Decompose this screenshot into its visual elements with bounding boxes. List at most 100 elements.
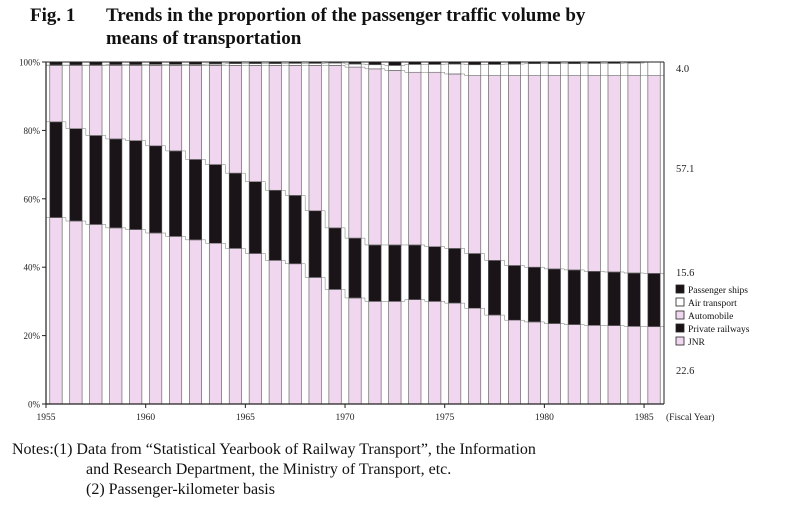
bar-private-railways: [49, 121, 63, 218]
bar-air-transport: [527, 63, 541, 76]
bar-private-railways: [288, 195, 302, 265]
bar-air-transport: [507, 63, 521, 76]
figure-label: Fig. 1: [30, 5, 76, 26]
bar-group: [288, 61, 302, 405]
bar-private-railways: [607, 271, 621, 326]
series-boundary-line: [46, 217, 664, 327]
x-tick-label: 1970: [336, 413, 355, 423]
bar-jnr: [49, 217, 63, 405]
end-value-label: 22.6: [676, 366, 694, 377]
legend-label: Automobile: [688, 312, 733, 322]
note-1: Notes:(1) Data from “Statistical Yearboo…: [12, 441, 536, 458]
bar-automobile: [507, 75, 521, 266]
bar-automobile: [448, 73, 462, 249]
bar-automobile: [547, 75, 561, 270]
bar-automobile: [228, 65, 242, 174]
bar-jnr: [428, 301, 442, 405]
bar-group: [547, 61, 561, 405]
bar-jnr: [627, 326, 641, 405]
legend-swatch: [675, 336, 685, 346]
bar-automobile: [149, 65, 163, 147]
bar-jnr: [328, 289, 342, 405]
end-value-label: 15.6: [676, 268, 694, 279]
legend-label: Private railways: [688, 325, 750, 335]
bar-jnr: [527, 321, 541, 405]
bar-automobile: [169, 65, 183, 152]
bar-jnr: [169, 236, 183, 405]
bar-private-railways: [547, 268, 561, 324]
bar-private-railways: [129, 140, 143, 230]
end-value-label: 57.1: [676, 164, 694, 175]
bar-jnr: [69, 220, 83, 405]
note-1-cont: and Research Department, the Ministry of…: [86, 461, 452, 478]
bar-jnr: [408, 299, 422, 405]
bar-private-railways: [527, 266, 541, 323]
title-line-2: means of transportation: [106, 28, 302, 49]
bar-group: [169, 61, 183, 405]
bar-jnr: [587, 325, 601, 405]
note-2: (2) Passenger-kilometer basis: [86, 481, 275, 498]
legend-label: Air transport: [688, 299, 737, 309]
bar-group: [587, 61, 601, 405]
bar-group: [69, 61, 83, 405]
bar-automobile: [488, 75, 502, 261]
bar-automobile: [129, 65, 143, 141]
bar-jnr: [109, 227, 123, 405]
bar-jnr: [149, 232, 163, 405]
bar-group: [268, 61, 282, 405]
legend-swatch: [675, 323, 685, 333]
bar-jnr: [388, 301, 402, 405]
bar-group: [308, 61, 322, 405]
bar-private-railways: [208, 164, 222, 244]
x-unit-label: (Fiscal Year): [666, 412, 715, 423]
bar-private-railways: [348, 237, 362, 299]
bar-automobile: [89, 65, 103, 136]
bar-jnr: [468, 307, 482, 405]
bar-jnr: [189, 239, 202, 405]
bar-jnr: [308, 277, 322, 405]
bar-private-railways: [507, 265, 521, 321]
bar-private-railways: [448, 248, 462, 304]
bar-group: [607, 61, 621, 405]
bar-private-railways: [268, 189, 282, 261]
bar-group: [348, 61, 362, 405]
bar-jnr: [448, 302, 462, 405]
bar-automobile: [268, 65, 282, 191]
bar-air-transport: [308, 63, 322, 66]
y-tick-label: 60%: [24, 194, 41, 204]
y-tick-label: 20%: [24, 331, 41, 341]
bar-jnr: [129, 229, 143, 405]
bar-private-railways: [587, 270, 601, 326]
bar-group: [109, 61, 123, 405]
bar-group: [208, 61, 222, 405]
bar-automobile: [408, 71, 422, 246]
bar-group: [368, 61, 382, 405]
chart-title: Fig. 1 Trends in the proportion of the pa…: [30, 4, 780, 50]
legend-label: JNR: [688, 338, 706, 348]
bar-jnr: [288, 263, 302, 405]
bar-air-transport: [547, 63, 561, 76]
bar-private-railways: [488, 260, 502, 316]
bar-jnr: [348, 297, 362, 405]
y-tick-label: 0%: [28, 400, 41, 410]
bar-automobile: [348, 66, 362, 239]
bar-private-railways: [368, 244, 382, 302]
bar-jnr: [228, 248, 242, 405]
bar-group: [468, 61, 482, 405]
bar-group: [248, 61, 262, 405]
bar-air-transport: [328, 62, 342, 66]
bar-automobile: [288, 65, 302, 196]
bar-group: [488, 61, 502, 405]
bar-automobile: [328, 65, 342, 229]
bar-jnr: [647, 326, 661, 405]
bar-automobile: [49, 65, 63, 123]
legend-label: Passenger ships: [688, 286, 748, 296]
bar-air-transport: [388, 65, 402, 71]
bar-group: [189, 61, 202, 405]
bar-group: [129, 61, 143, 405]
x-tick-label: 1980: [535, 413, 554, 423]
legend-swatch: [675, 284, 685, 294]
series-boundary-line: [46, 65, 664, 76]
bar-air-transport: [587, 63, 601, 76]
